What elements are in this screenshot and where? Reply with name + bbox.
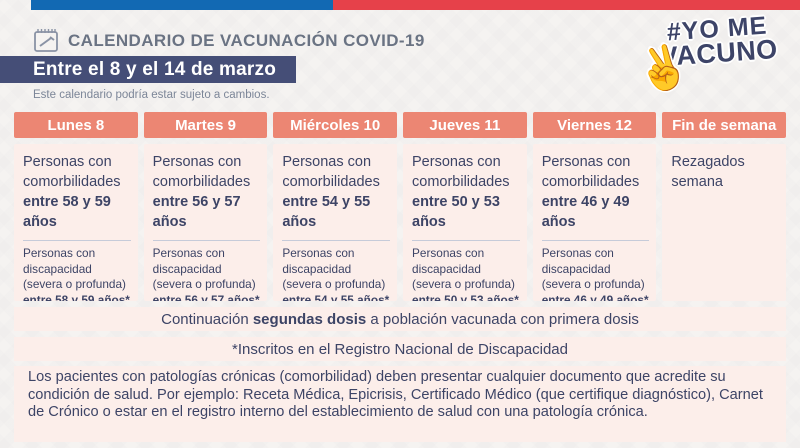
target-group: Personas con comorbilidades entre 46 y 4… [542, 152, 650, 237]
week-range-banner: Entre el 8 y el 14 de marzo [0, 56, 296, 83]
group-text: Personas con comorbilidades [23, 154, 121, 190]
vaccination-schedule-table: Lunes 8 Martes 9 Miércoles 10 Jueves 11 … [14, 112, 787, 301]
disability-group: Personas con discapacidad (severa o prof… [542, 246, 650, 301]
target-group: Personas con comorbilidades entre 58 y 5… [23, 152, 131, 237]
day-header-viernes: Viernes 12 [532, 112, 657, 138]
group-age: entre 56 y 57 años* [152, 292, 260, 302]
day-cell-viernes: Personas con comorbilidades entre 46 y 4… [532, 144, 657, 301]
day-header-miercoles: Miércoles 10 [273, 112, 398, 138]
group-age: entre 54 y 55 años [282, 194, 371, 230]
registry-strip: *Inscritos en el Registro Nacional de Di… [14, 337, 786, 361]
target-group: Rezagados semana [671, 152, 779, 237]
top-bar-blue [31, 0, 333, 10]
day-header-jueves: Jueves 11 [403, 112, 527, 138]
strip-text: *Inscritos en el Registro Nacional de Di… [231, 340, 568, 358]
strip-text: Continuación [161, 310, 253, 328]
day-header-lunes: Lunes 8 [14, 112, 138, 138]
group-age: entre 58 y 59 años* [23, 292, 130, 302]
group-age: entre 56 y 57 años [152, 194, 241, 230]
group-text: Personas con comorbilidades [152, 154, 251, 190]
group-text: Personas con discapacidad (severa o prof… [282, 246, 386, 291]
week-range-label: Entre el 8 y el 14 de marzo [33, 58, 277, 80]
disclaimer-note: Este calendario podría estar sujeto a ca… [33, 89, 270, 101]
day-header-martes: Martes 9 [143, 112, 268, 138]
group-text: Personas con discapacidad (severa o prof… [541, 246, 645, 291]
day-cell-martes: Personas con comorbilidades entre 56 y 5… [143, 144, 268, 301]
day-header-row: Lunes 8 Martes 9 Miércoles 10 Jueves 11 … [14, 112, 787, 138]
day-cell-row: Personas con comorbilidades entre 58 y 5… [14, 144, 787, 301]
yo-me-vacuno-logo: #YO ME VACUNO ✌ [628, 12, 779, 102]
group-age: entre 46 y 49 años* [541, 292, 649, 302]
target-group: Personas con comorbilidades entre 50 y 5… [412, 152, 520, 237]
group-age: entre 58 y 59 años [23, 194, 111, 230]
group-text: Rezagados semana [671, 154, 745, 190]
top-bar-red [333, 0, 800, 10]
disability-group: Personas con discapacidad (severa o prof… [282, 246, 390, 301]
second-dose-strip: Continuación segundas dosis a población … [14, 307, 786, 331]
comorbidity-documents-note: Los pacientes con patologías crónicas (c… [14, 366, 786, 442]
day-header-finde: Fin de semana [662, 112, 787, 138]
cell-divider [282, 240, 391, 241]
disability-group: Personas con discapacidad (severa o prof… [153, 246, 261, 301]
disability-group: Personas con discapacidad (severa o prof… [412, 246, 520, 301]
cell-divider [412, 240, 520, 241]
group-text: Personas con comorbilidades [412, 154, 510, 190]
group-age: entre 54 y 55 años* [282, 292, 390, 302]
calendar-syringe-icon [34, 29, 58, 52]
cell-divider [23, 240, 131, 241]
target-group: Personas con comorbilidades entre 56 y 5… [153, 152, 261, 237]
group-text: Personas con comorbilidades [541, 154, 640, 190]
cell-divider [152, 240, 261, 241]
strip-text: a población vacunada con primera dosis [366, 310, 639, 328]
group-text: Personas con comorbilidades [282, 154, 380, 190]
group-age: entre 50 y 53 años [412, 194, 500, 230]
group-text: Personas con discapacidad (severa o prof… [412, 246, 515, 291]
day-cell-lunes: Personas con comorbilidades entre 58 y 5… [14, 144, 138, 301]
group-age: entre 50 y 53 años* [412, 292, 519, 302]
day-cell-miercoles: Personas con comorbilidades entre 54 y 5… [273, 144, 398, 301]
group-age: entre 46 y 49 años [541, 194, 630, 230]
group-text: Personas con discapacidad (severa o prof… [23, 246, 126, 291]
day-cell-finde: Rezagados semana [662, 144, 787, 301]
disability-group: Personas con discapacidad (severa o prof… [23, 246, 131, 301]
day-cell-jueves: Personas con comorbilidades entre 50 y 5… [403, 144, 527, 301]
cell-divider [541, 240, 650, 241]
strip-bold-text: segundas dosis [252, 310, 367, 328]
group-text: Personas con discapacidad (severa o prof… [152, 246, 256, 291]
page-title: CALENDARIO DE VACUNACIÓN COVID-19 [68, 31, 425, 50]
target-group: Personas con comorbilidades entre 54 y 5… [282, 152, 390, 237]
